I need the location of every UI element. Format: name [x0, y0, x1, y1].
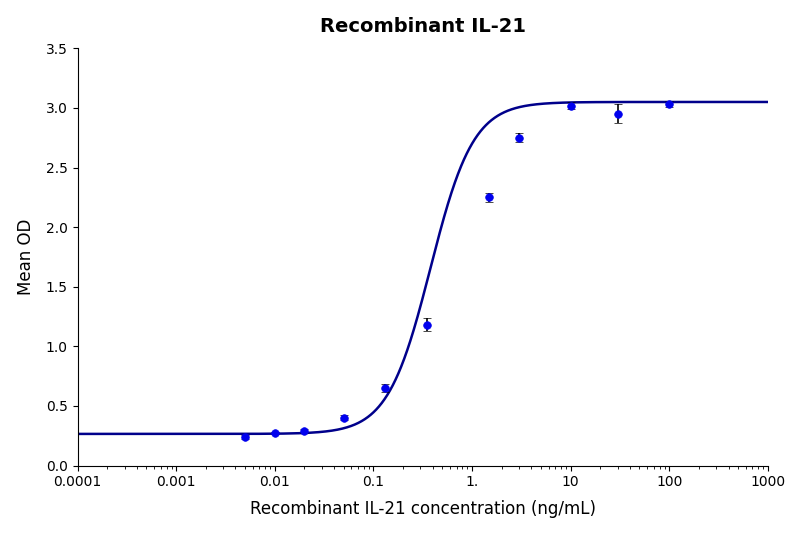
X-axis label: Recombinant IL-21 concentration (ng/mL): Recombinant IL-21 concentration (ng/mL)	[249, 500, 596, 518]
Title: Recombinant IL-21: Recombinant IL-21	[320, 17, 525, 36]
Y-axis label: Mean OD: Mean OD	[17, 219, 34, 295]
